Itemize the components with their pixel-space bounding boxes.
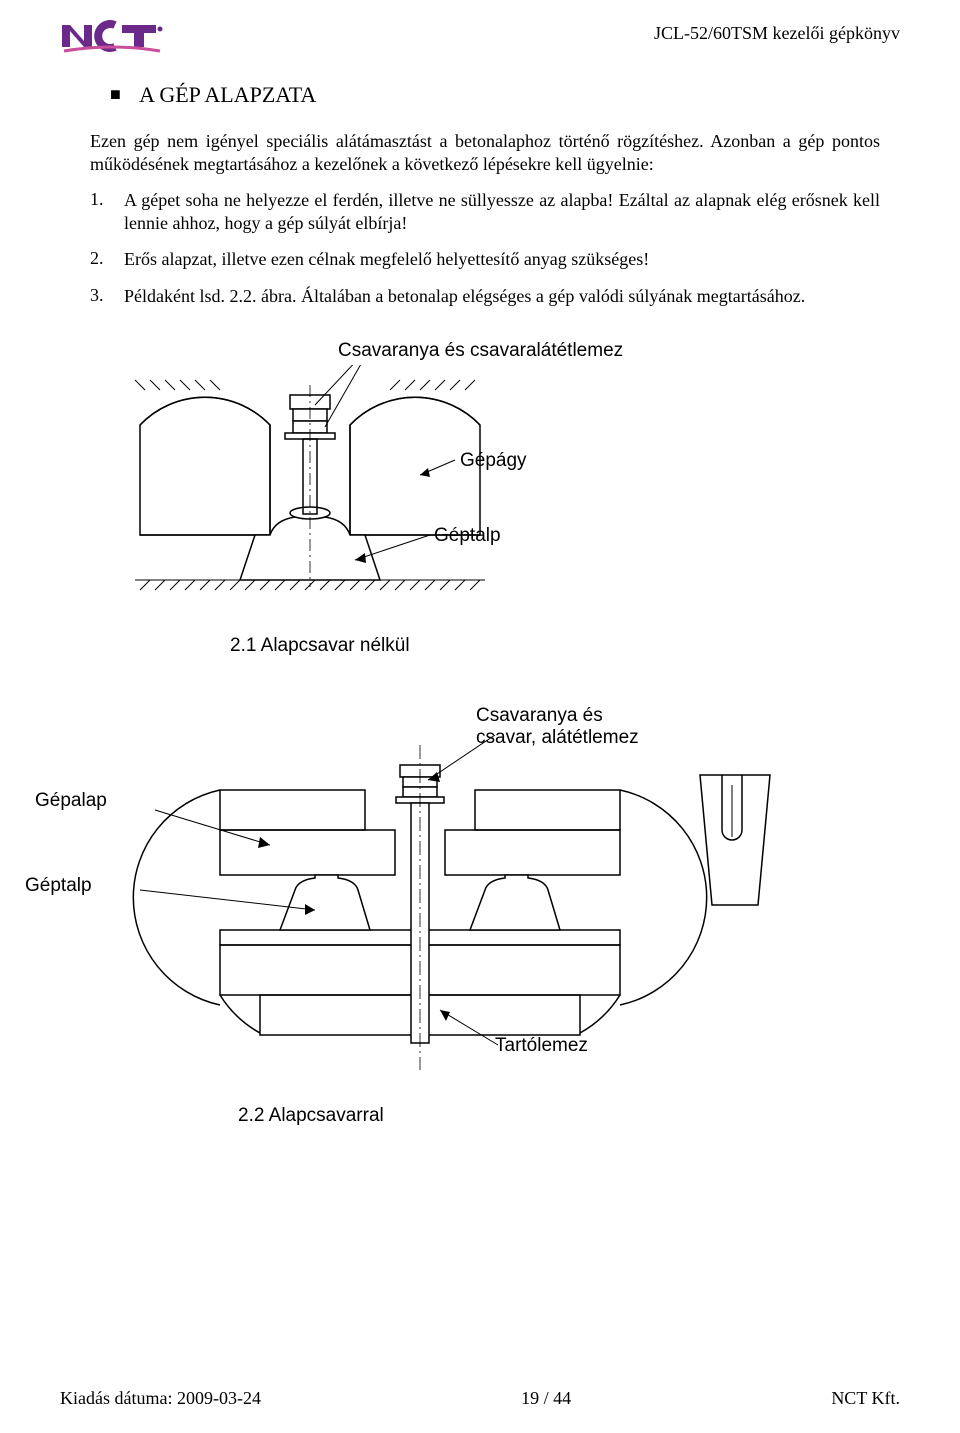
list-item: 3. Példaként lsd. 2.2. ábra. Általában a… (90, 285, 880, 308)
figures-container: Csavaranya és csavaralátétlemez Gépágy G… (60, 335, 900, 1160)
list-number: 1. (90, 189, 124, 234)
page-header: JCL-52/60TSM kezelői gépkönyv (60, 15, 900, 57)
figure2-caption: 2.2 Alapcsavarral (238, 1105, 384, 1127)
numbered-list: 1. A gépet soha ne helyezze el ferdén, i… (90, 189, 880, 307)
list-text: Erős alapzat, illetve ezen célnak megfel… (124, 248, 880, 271)
heading-text: A GÉP ALAPZATA (139, 82, 316, 107)
list-number: 2. (90, 248, 124, 271)
document-title: JCL-52/60TSM kezelői gépkönyv (654, 23, 900, 44)
section-heading: ■ A GÉP ALAPZATA (110, 82, 900, 108)
heading-bullet: ■ (110, 84, 121, 104)
label-base: Gépalap (35, 790, 107, 812)
list-item: 1. A gépet soha ne helyezze el ferdén, i… (90, 189, 880, 234)
footer-right: NCT Kft. (831, 1388, 900, 1409)
page-footer: Kiadás dátuma: 2009-03-24 19 / 44 NCT Kf… (60, 1388, 900, 1409)
list-item: 2. Erős alapzat, illetve ezen célnak meg… (90, 248, 880, 271)
figure2-diagram (100, 735, 820, 1095)
nct-logo (60, 15, 164, 57)
label-foot-2: Géptalp (25, 875, 92, 897)
figure1-caption: 2.1 Alapcsavar nélkül (230, 635, 410, 657)
footer-center: 19 / 44 (521, 1388, 571, 1409)
figure1-diagram (120, 365, 600, 625)
label-nut-washer: Csavaranya és csavaralátétlemez (338, 340, 623, 362)
intro-paragraph: Ezen gép nem igényel speciális alátámasz… (90, 130, 880, 175)
list-number: 3. (90, 285, 124, 308)
list-text: A gépet soha ne helyezze el ferdén, ille… (124, 189, 880, 234)
footer-left: Kiadás dátuma: 2009-03-24 (60, 1388, 261, 1409)
list-text: Példaként lsd. 2.2. ábra. Általában a be… (124, 285, 880, 308)
